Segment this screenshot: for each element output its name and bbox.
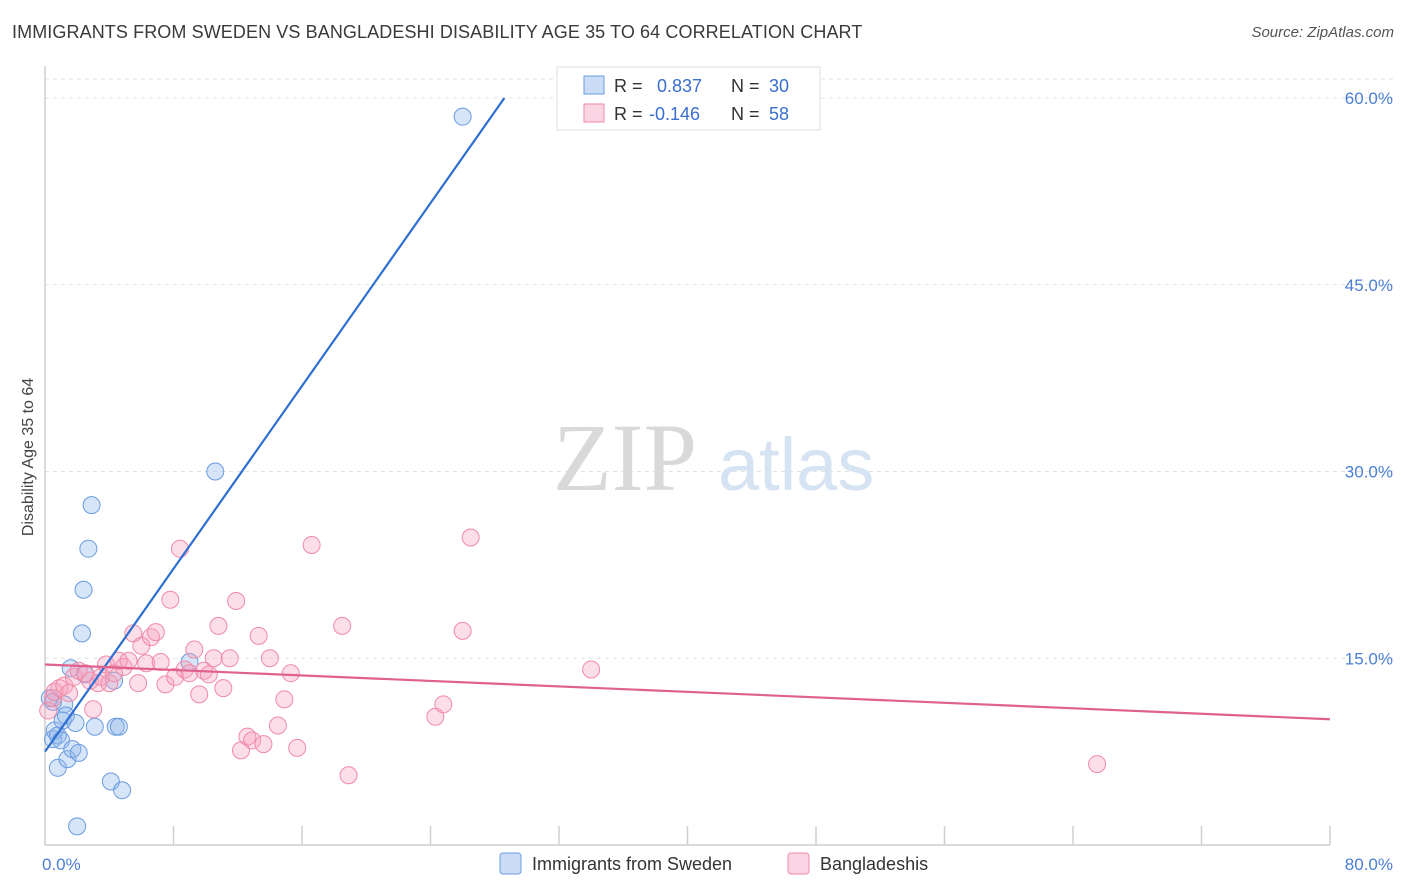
legend-n-label-1: N = — [731, 76, 760, 96]
sweden-point-13 — [66, 713, 85, 732]
bangladeshi-point-53 — [339, 766, 358, 785]
legend-r-label-2: R = — [614, 104, 643, 124]
bangladeshi-point-48 — [275, 690, 294, 709]
bangladeshi-point-46 — [260, 649, 279, 668]
bangladeshi-point-24 — [146, 623, 165, 642]
bangladeshi-point-45 — [254, 735, 273, 754]
bangladeshi-point-20 — [129, 674, 148, 693]
data-points — [39, 107, 1107, 836]
bangladeshi-point-57 — [461, 528, 480, 547]
bangladeshi-point-23 — [142, 628, 161, 647]
legend-r-value-1: 0.837 — [657, 76, 702, 96]
x-tick-label-min: 0.0% — [42, 855, 81, 874]
sweden-point-29 — [453, 107, 472, 126]
series-legend: Immigrants from Sweden Bangladeshis — [499, 852, 928, 875]
bangladeshi-point-36 — [204, 649, 223, 668]
series-legend-label-bangladeshi: Bangladeshis — [820, 854, 928, 874]
sweden-point-25 — [109, 717, 128, 736]
bangladeshi-point-32 — [185, 640, 204, 659]
sweden-point-28 — [206, 462, 225, 481]
bangladeshi-point-29 — [170, 539, 189, 558]
bangladeshi-point-14 — [100, 674, 119, 693]
bangladeshi-point-55 — [434, 695, 453, 714]
bangladeshi-point-39 — [220, 649, 239, 668]
bangladeshi-point-27 — [161, 590, 180, 609]
legend-r-label-1: R = — [614, 76, 643, 96]
series-legend-swatch-sweden — [499, 852, 522, 875]
y-tick-label-30: 30.0% — [1345, 463, 1393, 482]
bangladeshi-point-33 — [190, 685, 209, 704]
sweden-point-20 — [82, 496, 101, 515]
bangladeshi-point-44 — [249, 626, 268, 645]
bangladeshi-point-38 — [214, 679, 233, 698]
legend-swatch-sweden — [583, 75, 605, 95]
bangladeshi-point-37 — [209, 616, 228, 635]
y-tick-label-15: 15.0% — [1345, 649, 1393, 668]
bangladeshi-point-31 — [180, 664, 199, 683]
chart-title: IMMIGRANTS FROM SWEDEN VS BANGLADESHI DI… — [12, 22, 863, 42]
watermark-zip: ZIP — [553, 404, 697, 511]
sweden-point-21 — [85, 717, 104, 736]
sweden-point-10 — [58, 750, 77, 769]
sweden-point-8 — [55, 695, 74, 714]
bangladeshi-point-35 — [199, 665, 218, 684]
x-tick-label-max: 80.0% — [1345, 855, 1393, 874]
bangladeshi-point-43 — [243, 731, 262, 750]
bangladeshi-point-28 — [166, 667, 185, 686]
sweden-point-9 — [56, 706, 75, 725]
bangladeshi-point-47 — [268, 716, 287, 735]
y-tick-labels: 15.0% 30.0% 45.0% 60.0% — [1345, 89, 1393, 668]
trend-lines — [44, 97, 1331, 753]
bangladeshi-trend-line — [44, 663, 1331, 721]
series-legend-swatch-bangladeshi — [787, 852, 810, 875]
bangladeshi-point-3 — [50, 679, 69, 698]
bangladeshi-point-52 — [333, 616, 352, 635]
sweden-point-19 — [79, 539, 98, 558]
legend-swatch-bangladeshi — [583, 103, 605, 123]
sweden-point-15 — [69, 743, 88, 762]
x-tick-marks — [172, 826, 1331, 845]
bangladeshi-point-58 — [582, 660, 601, 679]
bangladeshi-point-10 — [84, 700, 103, 719]
source-label: Source: ZipAtlas.com — [1251, 24, 1394, 41]
stats-legend-box — [556, 66, 821, 131]
watermark-atlas: atlas — [718, 423, 874, 506]
sweden-point-26 — [113, 781, 132, 800]
legend-n-label-2: N = — [731, 104, 760, 124]
bangladeshi-point-50 — [288, 738, 307, 757]
bangladeshi-point-1 — [44, 689, 63, 708]
bangladeshi-point-59 — [1088, 755, 1107, 774]
y-tick-label-45: 45.0% — [1345, 276, 1393, 295]
bangladeshi-point-26 — [156, 675, 175, 694]
y-axis-title: Disability Age 35 to 64 — [20, 378, 37, 536]
bangladeshi-point-51 — [302, 535, 321, 554]
legend-n-value-1: 30 — [769, 76, 789, 96]
stats-legend: R = 0.837 N = 30 R = -0.146 N = 58 — [556, 66, 821, 131]
sweden-trend-line — [44, 97, 506, 753]
series-legend-label-sweden: Immigrants from Sweden — [532, 854, 732, 874]
bangladeshi-point-56 — [453, 621, 472, 640]
legend-r-value-2: -0.146 — [649, 104, 700, 124]
sweden-point-14 — [68, 817, 87, 836]
bangladeshi-point-40 — [227, 591, 246, 610]
bangladeshi-point-25 — [151, 652, 170, 671]
legend-n-value-2: 58 — [769, 104, 789, 124]
bangladeshi-point-16 — [109, 651, 128, 670]
bangladeshi-point-5 — [60, 684, 79, 703]
y-tick-label-60: 60.0% — [1345, 89, 1393, 108]
sweden-point-17 — [74, 580, 93, 599]
sweden-point-16 — [72, 624, 91, 643]
bangladeshi-point-49 — [281, 664, 300, 683]
bangladeshi-point-22 — [137, 654, 156, 673]
grid-lines — [45, 78, 1393, 659]
bangladeshi-point-18 — [119, 651, 138, 670]
